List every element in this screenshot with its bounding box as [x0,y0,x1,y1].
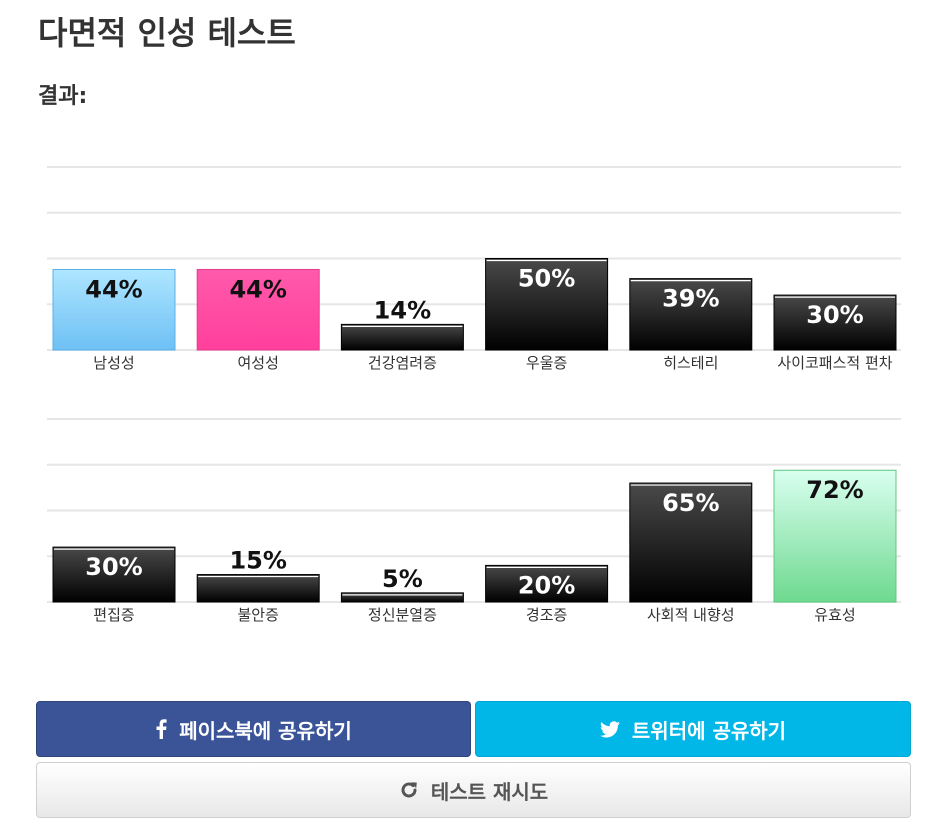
category-label: 히스테리 [663,354,718,372]
bar-value-label: 14% [374,296,431,324]
page-title: 다면적 인성 테스트 [38,14,296,52]
bar-value-label: 30% [806,301,863,329]
chart-bar [773,469,897,603]
bar-value-label: 30% [85,553,142,581]
twitter-share-label: 트위터에 공유하기 [631,718,787,743]
bar-value-label: 72% [806,476,863,504]
category-label: 정신분열증 [368,606,437,624]
category-label: 경조증 [526,606,567,624]
category-label: 사이코패스적 편차 [777,354,892,372]
category-label: 여성성 [237,354,278,372]
facebook-share-label: 페이스북에 공유하기 [179,718,352,743]
category-label: 우울증 [526,354,567,372]
chart-bar [196,268,320,351]
refresh-icon [399,780,419,800]
category-label: 건강염려증 [368,354,437,372]
twitter-icon [599,720,620,738]
chart-bar [340,323,464,351]
retry-test-label: 테스트 재시도 [430,779,549,804]
bar-value-label: 20% [518,571,575,599]
retry-test-button[interactable]: 테스트 재시도 [36,762,911,818]
chart-bar [340,592,464,603]
chart-bar [52,546,176,603]
chart-bar [629,482,753,603]
bar-value-label: 44% [229,275,286,303]
chart-bar [52,268,176,351]
category-label: 편집증 [93,606,134,624]
result-bar-chart: 44% 남성성 44% 여성성 14% 건강염려증 50% 우울증 39% 히스테리 30% 사이코패… [47,166,901,624]
bar-value-label: 5% [382,565,423,593]
chart-bar [485,258,609,351]
result-label: 결과: [38,84,88,109]
category-label: 남성성 [93,354,134,372]
facebook-share-button[interactable]: 페이스북에 공유하기 [36,701,471,757]
category-label: 사회적 내향성 [647,606,735,624]
bar-value-label: 50% [518,265,575,293]
chart-bar [485,564,609,603]
chart-bar [629,278,753,351]
chart-bar [773,294,897,351]
twitter-share-button[interactable]: 트위터에 공유하기 [475,701,911,757]
category-label: 불안증 [237,606,278,624]
bar-value-label: 65% [662,489,719,517]
bar-value-label: 39% [662,285,719,313]
bar-value-label: 44% [85,275,142,303]
bar-value-label: 15% [229,547,286,575]
chart-bar [196,574,320,603]
facebook-icon [155,719,167,739]
category-label: 유효성 [814,606,855,624]
